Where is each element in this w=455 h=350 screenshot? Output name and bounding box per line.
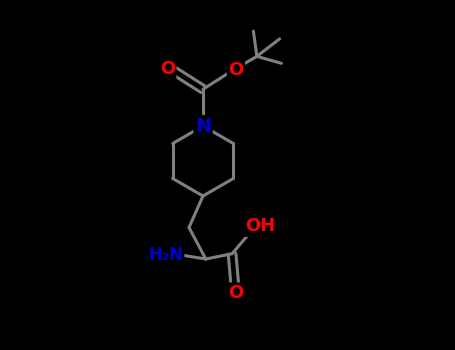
Text: OH: OH <box>245 217 275 236</box>
Text: N: N <box>195 117 211 135</box>
Text: O: O <box>228 61 243 79</box>
Text: O: O <box>160 60 175 78</box>
Text: H₂N: H₂N <box>148 246 183 264</box>
Text: O: O <box>228 284 243 302</box>
